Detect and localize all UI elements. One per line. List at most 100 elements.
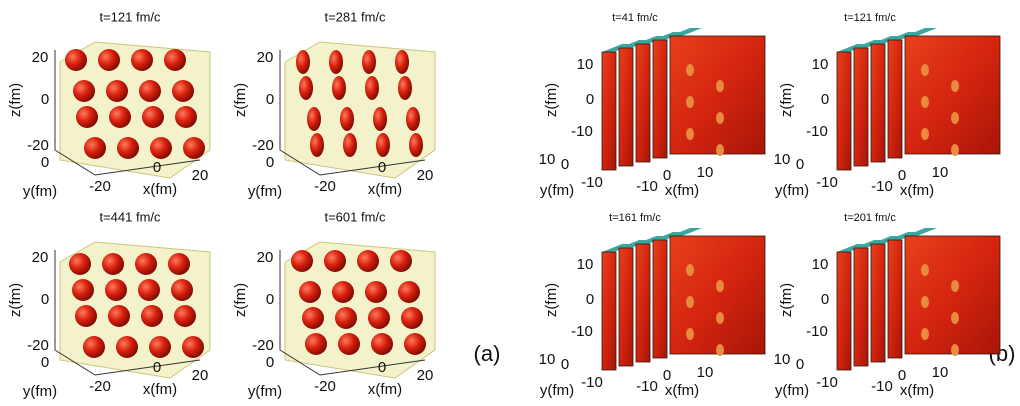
axis-label: z(fm) [7, 83, 24, 117]
bump [921, 296, 929, 308]
tick-label: 20 [417, 167, 434, 184]
cluster [72, 279, 94, 301]
tick-label: 0 [266, 154, 274, 171]
bump [686, 296, 694, 308]
cluster [332, 76, 346, 100]
tick-label: 0 [796, 356, 804, 373]
axis-label: z(fm) [778, 83, 795, 117]
plot-title: t=281 fm/c [324, 9, 386, 24]
tick-label: -10 [871, 178, 893, 195]
tick-label: 0 [561, 356, 569, 373]
cluster [296, 50, 310, 74]
cluster [83, 336, 105, 358]
cluster [310, 133, 324, 157]
tick-label: 0 [586, 91, 594, 108]
cluster [106, 80, 128, 102]
slab [670, 236, 765, 354]
tick-label: 0 [378, 359, 386, 376]
slab [619, 248, 633, 366]
cluster [164, 49, 186, 71]
axis-label: y(fm) [248, 383, 282, 400]
axis-label: x(fm) [368, 381, 402, 398]
bump [686, 328, 694, 340]
axis-label: y(fm) [775, 182, 809, 199]
tick-label: 10 [577, 56, 594, 73]
axis-label: x(fm) [143, 181, 177, 198]
cluster [175, 106, 197, 128]
axis-label: z(fm) [232, 283, 249, 317]
cluster [108, 305, 130, 327]
tick-label: -10 [816, 374, 838, 391]
cluster [390, 250, 412, 272]
cluster [365, 76, 379, 100]
cluster [371, 333, 393, 355]
cluster [105, 279, 127, 301]
axis-label: z(fm) [232, 83, 249, 117]
cluster [404, 333, 426, 355]
cluster [362, 50, 376, 74]
tick-label: 0 [41, 291, 49, 308]
bump [716, 312, 724, 324]
tick-label: 20 [192, 367, 209, 384]
axis-label: x(fm) [665, 382, 699, 399]
cluster [174, 305, 196, 327]
tick-label: -10 [806, 123, 828, 140]
axis-label: y(fm) [248, 183, 282, 200]
cluster [69, 253, 91, 275]
bump [951, 112, 959, 124]
cluster [182, 336, 204, 358]
cluster [324, 250, 346, 272]
axis-label: x(fm) [143, 381, 177, 398]
tick-label: 0 [153, 159, 161, 176]
bump [921, 64, 929, 76]
tick-label: 20 [192, 167, 209, 184]
axis-label: x(fm) [900, 182, 934, 199]
cluster [131, 49, 153, 71]
tick-label: -20 [27, 337, 49, 354]
cluster [329, 50, 343, 74]
tick-label: -10 [571, 123, 593, 140]
slab [837, 52, 851, 170]
axis-label: z(fm) [543, 83, 560, 117]
cluster [409, 133, 423, 157]
bump [686, 128, 694, 140]
tick-label: -10 [806, 323, 828, 340]
tick-label: -10 [816, 174, 838, 191]
cluster [149, 336, 171, 358]
cluster [332, 281, 354, 303]
cluster [139, 80, 161, 102]
cluster [365, 281, 387, 303]
cluster [102, 253, 124, 275]
cluster [98, 49, 120, 71]
slab [837, 252, 851, 370]
bump [716, 80, 724, 92]
bump [951, 144, 959, 156]
bump [951, 344, 959, 356]
bump [921, 96, 929, 108]
slab [871, 244, 885, 362]
slab [636, 244, 650, 362]
slab [602, 52, 616, 170]
plot-title: t=121 fm/c [99, 9, 161, 24]
bump [951, 80, 959, 92]
tick-label: 0 [266, 91, 274, 108]
bump [686, 96, 694, 108]
cluster [183, 137, 205, 159]
tick-label: 0 [378, 159, 386, 176]
tick-label: 0 [266, 291, 274, 308]
slab [888, 240, 902, 358]
tick-label: 20 [257, 49, 274, 66]
bump [686, 264, 694, 276]
slab [636, 44, 650, 162]
cluster [307, 107, 321, 131]
tick-label: -20 [89, 378, 111, 395]
cluster [299, 281, 321, 303]
cluster [117, 137, 139, 159]
plot-title: t=441 fm/c [99, 209, 161, 224]
bump [716, 144, 724, 156]
cluster [65, 49, 87, 71]
tick-label: 20 [32, 249, 49, 266]
tick-label: 20 [257, 249, 274, 266]
tick-label: 0 [41, 154, 49, 171]
tick-label: -10 [636, 178, 658, 195]
